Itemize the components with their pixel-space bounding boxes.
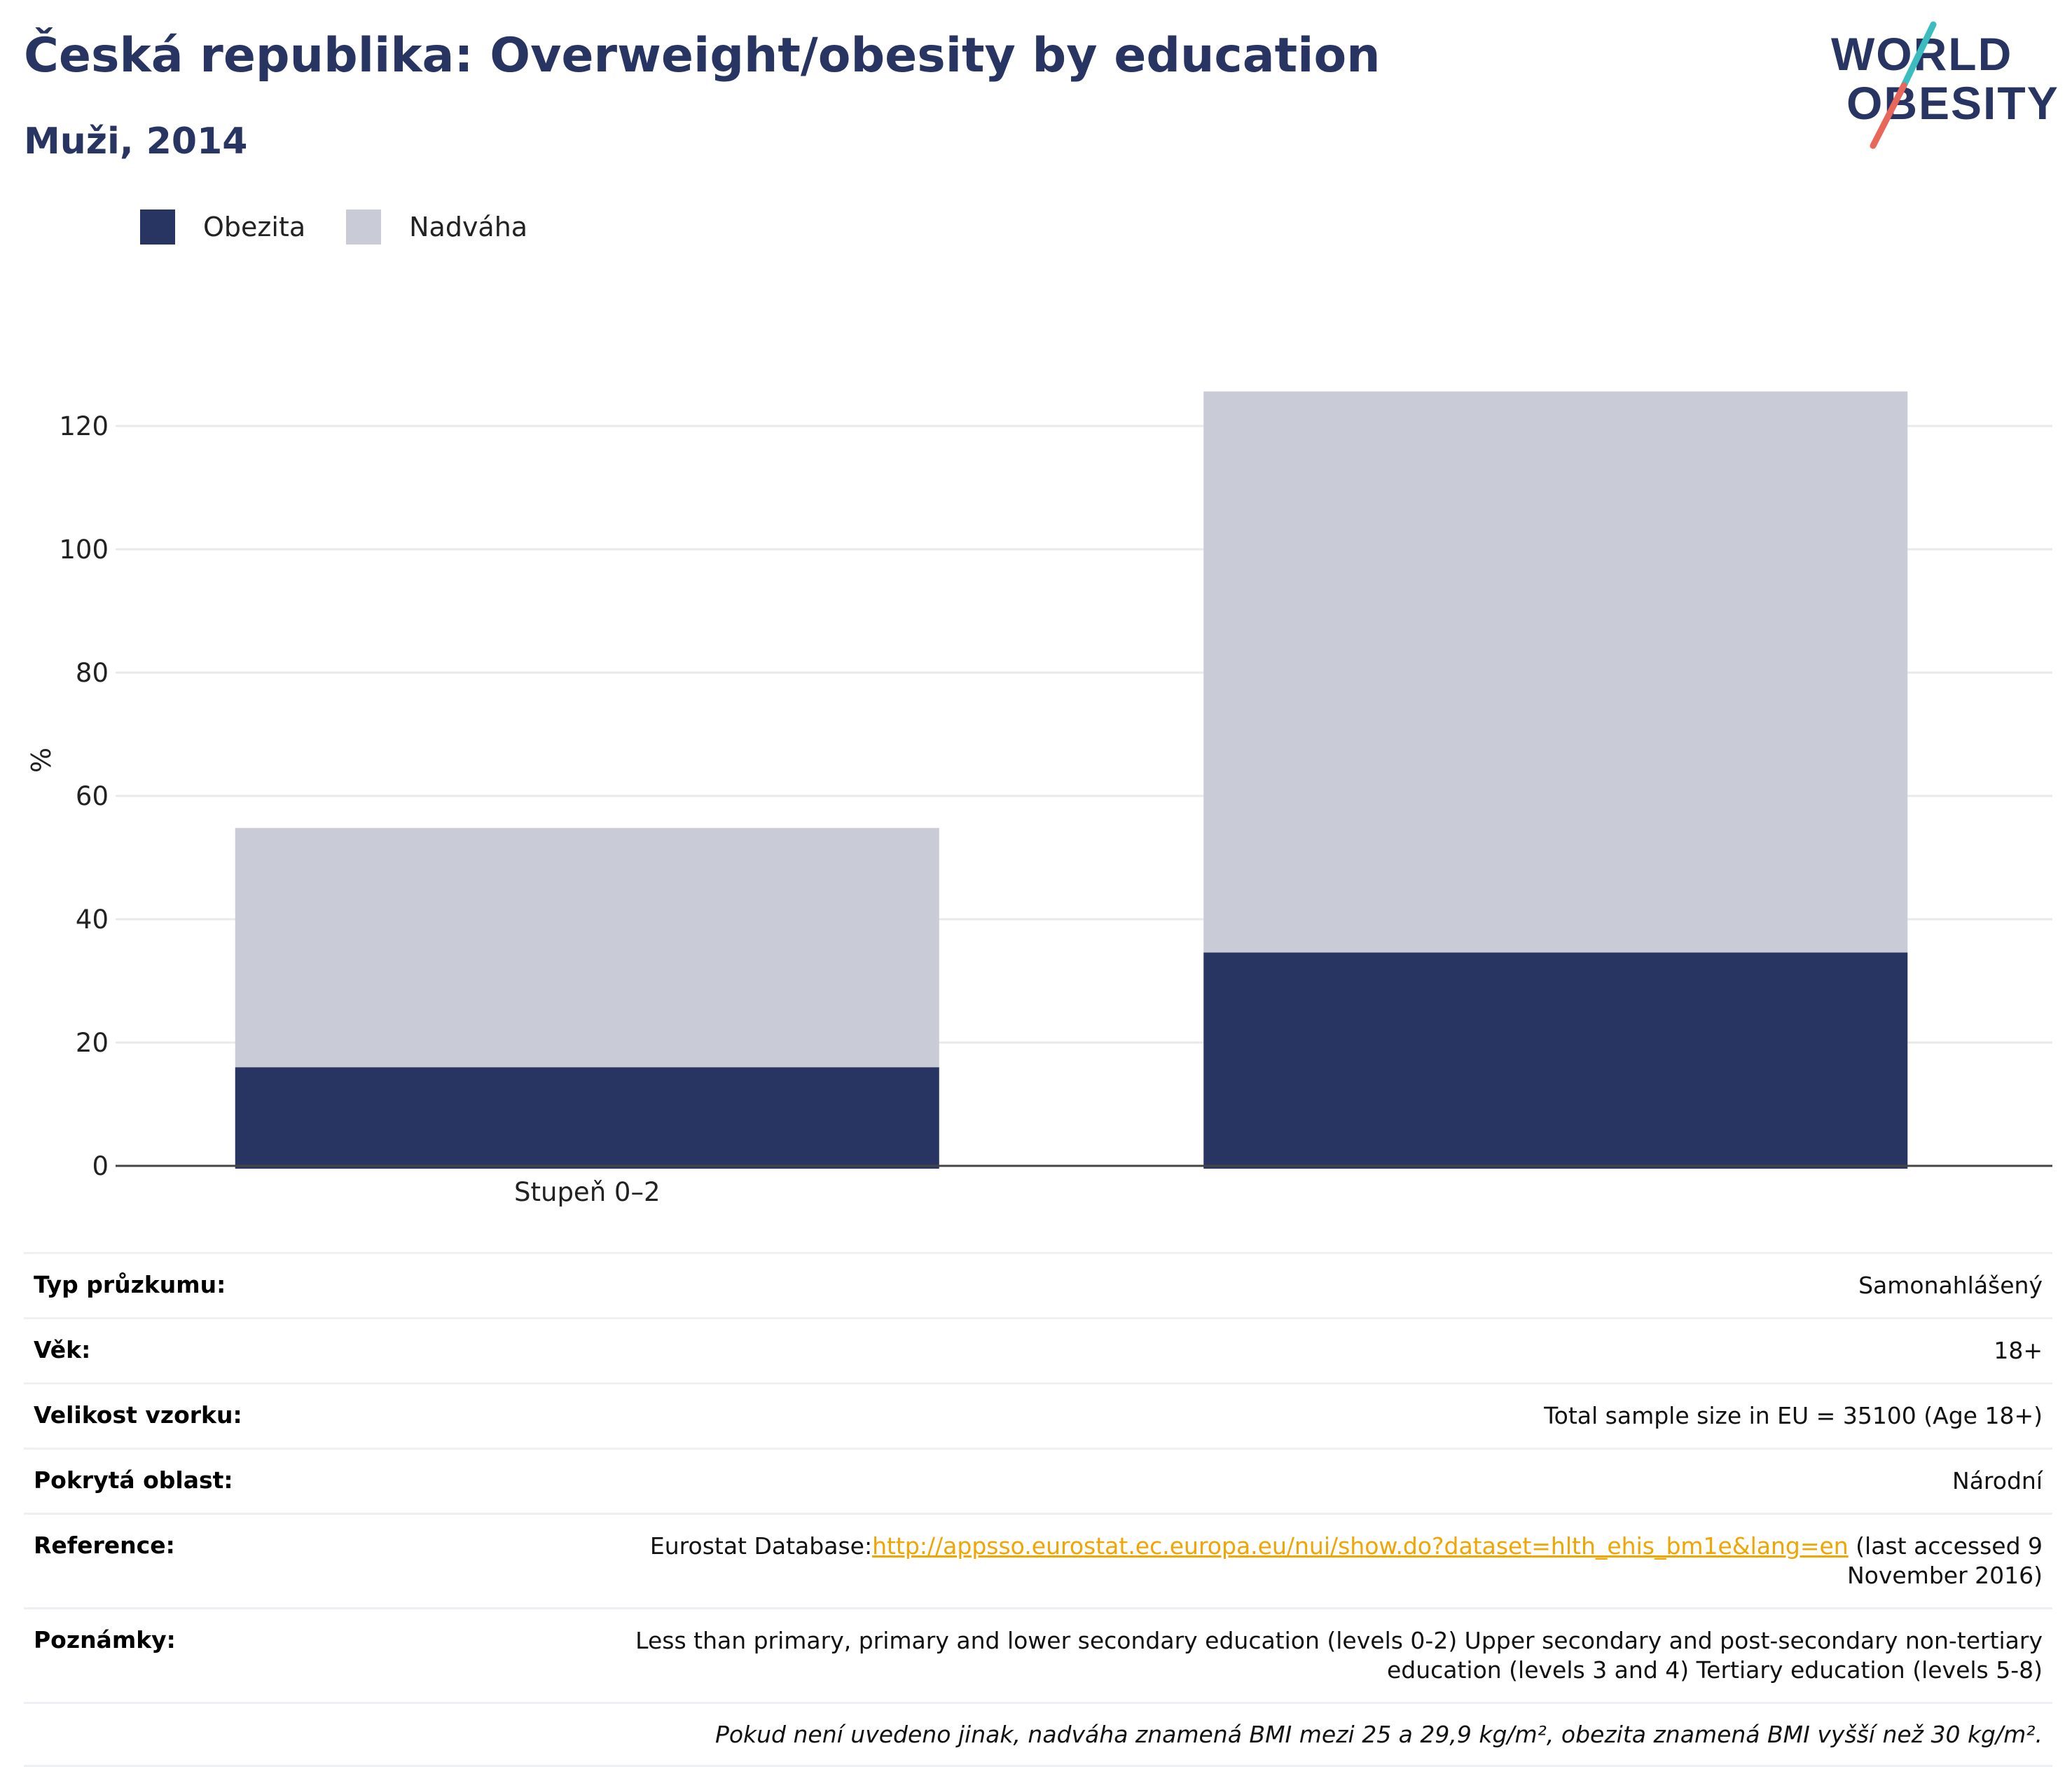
y-tick-label: 120	[59, 411, 109, 441]
info-label-notes: Poznámky:	[34, 1626, 176, 1653]
info-value-survey-type: Samonahlášený	[1858, 1272, 2043, 1299]
bar-nadváha-1	[1203, 391, 1908, 953]
info-value-reference: Eurostat Database:http://appsso.eurostat…	[607, 1532, 2043, 1590]
bar-obezita-0	[235, 1067, 939, 1169]
legend-swatch-obezita	[140, 209, 175, 245]
legend-item-nadvaha: Nadváha	[346, 209, 527, 245]
info-label-survey-type: Typ průzkumu:	[34, 1271, 226, 1298]
legend-item-obezita: Obezita	[140, 209, 305, 245]
reference-link[interactable]: http://appsso.eurostat.ec.europa.eu/nui/…	[872, 1532, 1849, 1560]
bar-obezita-1	[1203, 952, 1908, 1169]
logo-slash-coral	[1870, 82, 1907, 149]
y-tick-label: 20	[76, 1028, 109, 1058]
y-axis-label: %	[26, 748, 57, 773]
chart-subtitle: Muži, 2014	[24, 121, 248, 163]
y-tick-label: 100	[59, 535, 109, 565]
info-row-reference: Reference: Eurostat Database:http://apps…	[24, 1513, 2052, 1607]
bar-nadváha-0	[235, 827, 939, 1068]
info-value-sample-size: Total sample size in EU = 35100 (Age 18+…	[1544, 1402, 2043, 1429]
info-row-survey-type: Typ průzkumu: Samonahlášený	[24, 1252, 2052, 1317]
info-label-reference: Reference:	[34, 1532, 175, 1559]
x-tick-label: Stupeň 0–2	[514, 1177, 661, 1207]
legend-label-nadvaha: Nadváha	[409, 212, 528, 242]
logo-slash-teal	[1900, 21, 1937, 89]
info-table: Typ průzkumu: Samonahlášený Věk: 18+ Vel…	[24, 1252, 2052, 1767]
legend: Obezita Nadváha	[140, 207, 568, 247]
info-row-coverage: Pokrytá oblast: Národní	[24, 1448, 2052, 1513]
info-label-age: Věk:	[34, 1336, 91, 1363]
y-tick-label: 40	[76, 905, 109, 935]
chart-title: Česká republika: Overweight/obesity by e…	[24, 28, 1381, 83]
info-value-coverage: Národní	[1952, 1467, 2043, 1494]
info-value-notes: Less than primary, primary and lower sec…	[635, 1627, 2043, 1684]
legend-swatch-nadvaha	[346, 209, 382, 245]
reference-suffix: (last accessed 9 November 2016)	[1846, 1532, 2043, 1589]
logo-word-obesity: OBESITY	[1846, 77, 2059, 129]
y-tick-label: 0	[92, 1151, 109, 1181]
legend-label-obezita: Obezita	[203, 212, 306, 242]
world-obesity-logo: WORLD OBESITY	[1831, 21, 2059, 149]
footnote: Pokud není uvedeno jinak, nadváha znamen…	[24, 1702, 2052, 1767]
info-label-coverage: Pokrytá oblast:	[34, 1466, 233, 1494]
bar-chart: 0 20 40 60 80 100 120% Stupeň 0–2	[26, 391, 2052, 1207]
info-row-notes: Poznámky: Less than primary, primary and…	[24, 1607, 2052, 1702]
y-tick-label: 80	[76, 658, 109, 688]
info-value-age: 18+	[1994, 1337, 2043, 1364]
info-row-age: Věk: 18+	[24, 1317, 2052, 1382]
reference-prefix: Eurostat Database:	[649, 1532, 873, 1560]
info-label-sample-size: Velikost vzorku:	[34, 1401, 242, 1429]
y-tick-label: 60	[76, 781, 109, 811]
info-row-sample-size: Velikost vzorku: Total sample size in EU…	[24, 1382, 2052, 1448]
